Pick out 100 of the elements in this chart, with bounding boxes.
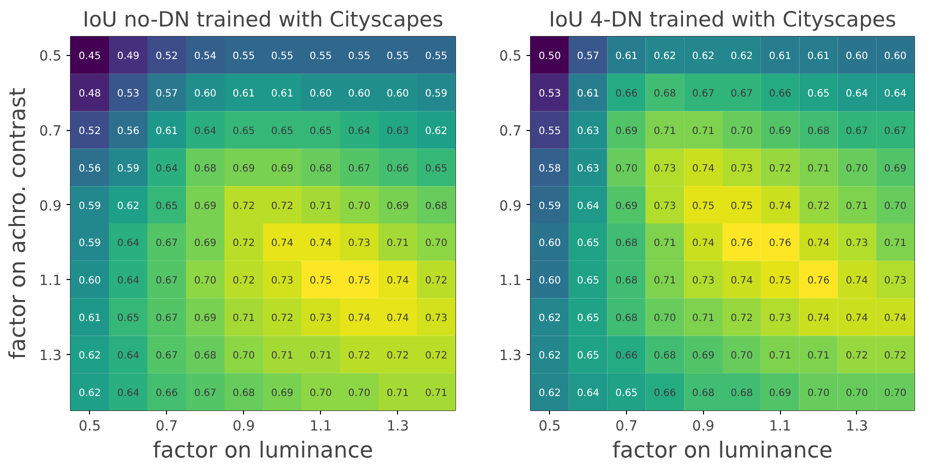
data-label: 0.71 [232,313,255,324]
data-label: 0.62 [692,51,714,62]
data-label: 0.62 [425,126,448,137]
data-label: 0.67 [846,126,868,137]
data-label: 0.67 [884,126,906,137]
data-label: 0.69 [271,163,294,174]
data-label: 0.71 [654,126,676,137]
x-tick-label: 1.3 [386,418,409,434]
data-label: 0.52 [156,51,178,62]
data-label: 0.70 [730,126,753,137]
data-label: 0.64 [846,88,868,100]
data-label: 0.59 [78,238,101,250]
x-tick-label: 0.5 [538,418,561,434]
data-label: 0.73 [348,238,370,250]
data-label: 0.65 [271,126,294,137]
data-label: 0.61 [768,51,792,62]
data-label: 0.68 [232,388,255,399]
data-label: 0.66 [654,388,676,399]
data-label: 0.63 [576,163,600,174]
data-label: 0.70 [654,313,676,324]
x-tick-label: 1.1 [310,418,332,434]
data-label: 0.70 [884,200,906,212]
data-label: 0.74 [386,313,409,324]
data-label: 0.72 [730,313,753,324]
data-label: 0.71 [846,200,868,212]
data-label: 0.60 [386,88,409,100]
data-label: 0.73 [654,163,676,174]
data-label: 0.74 [271,238,294,250]
data-label: 0.66 [768,88,792,100]
data-label: 0.65 [310,126,332,137]
data-label: 0.73 [768,313,792,324]
data-label: 0.55 [310,51,332,62]
data-label: 0.73 [692,276,714,287]
data-label: 0.62 [78,388,101,399]
data-label: 0.74 [768,200,792,212]
data-label: 0.71 [386,388,409,399]
data-label: 0.69 [692,350,714,362]
data-label: 0.72 [232,200,255,212]
data-label: 0.75 [730,200,753,212]
data-label: 0.70 [348,200,370,212]
data-label: 0.74 [310,238,332,250]
data-label: 0.65 [576,238,600,250]
data-label: 0.69 [884,163,906,174]
data-label: 0.69 [194,238,216,250]
data-label: 0.60 [310,88,332,100]
data-label: 0.56 [117,126,140,137]
data-label: 0.52 [78,126,101,137]
x-tick-label: 0.7 [615,418,638,434]
data-label: 0.71 [271,350,294,362]
y-tick-label: 0.7 [499,124,522,140]
y-tick-label: 0.7 [39,124,62,140]
data-label: 0.71 [884,238,906,250]
data-label: 0.61 [156,126,178,137]
data-label: 0.61 [78,313,101,324]
data-label: 0.70 [807,388,830,399]
data-label: 0.72 [846,350,868,362]
data-label: 0.74 [846,276,868,287]
x-tick-label: 0.7 [156,418,178,434]
data-label: 0.54 [194,51,216,62]
data-label: 0.72 [232,276,255,287]
data-label: 0.68 [615,276,638,287]
y-tick-label: 1.3 [499,348,522,364]
data-label: 0.72 [768,163,792,174]
data-label: 0.67 [194,388,216,399]
data-label: 0.70 [730,350,753,362]
data-label: 0.53 [538,88,561,100]
data-label: 0.75 [310,276,332,287]
data-label: 0.74 [884,313,906,324]
data-label: 0.65 [615,388,638,399]
data-label: 0.71 [807,350,830,362]
data-label: 0.55 [386,51,409,62]
data-label: 0.53 [117,88,140,100]
data-label: 0.74 [807,238,830,250]
data-label: 0.70 [846,163,868,174]
data-label: 0.71 [425,388,448,399]
data-label: 0.68 [654,350,676,362]
data-label: 0.64 [348,126,370,137]
data-label: 0.73 [730,163,753,174]
data-label: 0.68 [654,88,676,100]
data-label: 0.67 [156,313,178,324]
data-label: 0.69 [768,388,792,399]
data-label: 0.70 [232,350,255,362]
data-label: 0.60 [348,88,370,100]
data-label: 0.76 [768,238,792,250]
data-label: 0.55 [232,51,255,62]
data-label: 0.64 [117,350,140,362]
x-axis-title: factor on luminance [152,438,374,464]
data-label: 0.55 [425,51,448,62]
data-label: 0.65 [117,313,140,324]
data-label: 0.60 [78,276,101,287]
data-label: 0.62 [654,51,676,62]
data-label: 0.74 [846,313,868,324]
data-label: 0.75 [768,276,792,287]
data-label: 0.74 [730,276,753,287]
data-label: 0.69 [232,163,255,174]
y-tick-label: 1.3 [39,348,62,364]
data-label: 0.62 [78,350,101,362]
data-label: 0.60 [538,238,561,250]
data-label: 0.74 [348,313,370,324]
data-label: 0.64 [576,200,600,212]
